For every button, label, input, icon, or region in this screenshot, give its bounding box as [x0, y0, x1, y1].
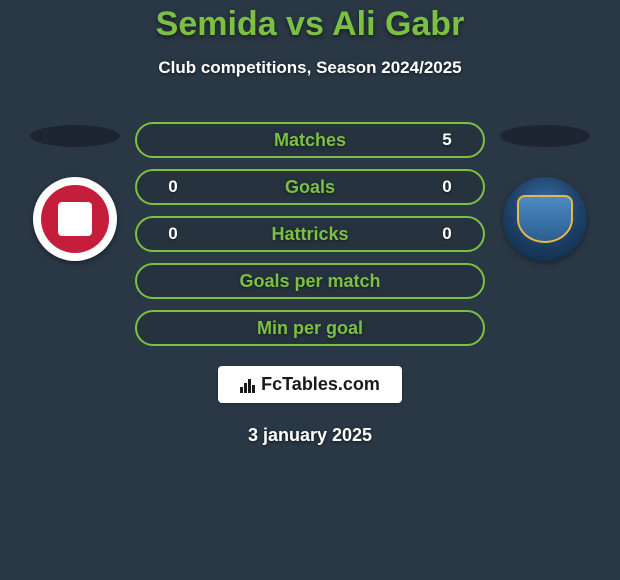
stats-column: Matches 5 0 Goals 0 0 Hattricks 0 Goals … — [135, 122, 485, 346]
right-player-col — [495, 122, 595, 261]
badge-left-inner — [41, 185, 109, 253]
date-text: 3 january 2025 — [0, 425, 620, 446]
stat-right-value: 5 — [429, 130, 465, 150]
stat-label: Goals — [191, 177, 429, 198]
stat-label: Hattricks — [191, 224, 429, 245]
stat-row: 0 Hattricks 0 — [135, 216, 485, 252]
stat-label: Matches — [191, 130, 429, 151]
stat-label: Goals per match — [191, 271, 429, 292]
badge-left-core — [58, 202, 92, 236]
chart-bars-icon — [240, 377, 255, 393]
stat-left-value: 0 — [155, 177, 191, 197]
player-shadow — [500, 125, 590, 147]
watermark-link[interactable]: FcTables.com — [218, 366, 402, 403]
stat-row: Matches 5 — [135, 122, 485, 158]
stat-row: Goals per match — [135, 263, 485, 299]
stat-right-value: 0 — [429, 177, 465, 197]
subtitle: Club competitions, Season 2024/2025 — [0, 58, 620, 78]
stat-right-value: 0 — [429, 224, 465, 244]
player-shadow — [30, 125, 120, 147]
club-badge-right — [503, 177, 587, 261]
stat-row: 0 Goals 0 — [135, 169, 485, 205]
stats-area: Matches 5 0 Goals 0 0 Hattricks 0 Goals … — [0, 122, 620, 346]
badge-right-inner — [517, 195, 573, 243]
watermark-text: FcTables.com — [261, 374, 380, 395]
page-title: Semida vs Ali Gabr — [0, 5, 620, 44]
stat-left-value: 0 — [155, 224, 191, 244]
stat-label: Min per goal — [191, 318, 429, 339]
left-player-col — [25, 122, 125, 261]
stat-row: Min per goal — [135, 310, 485, 346]
club-badge-left — [33, 177, 117, 261]
